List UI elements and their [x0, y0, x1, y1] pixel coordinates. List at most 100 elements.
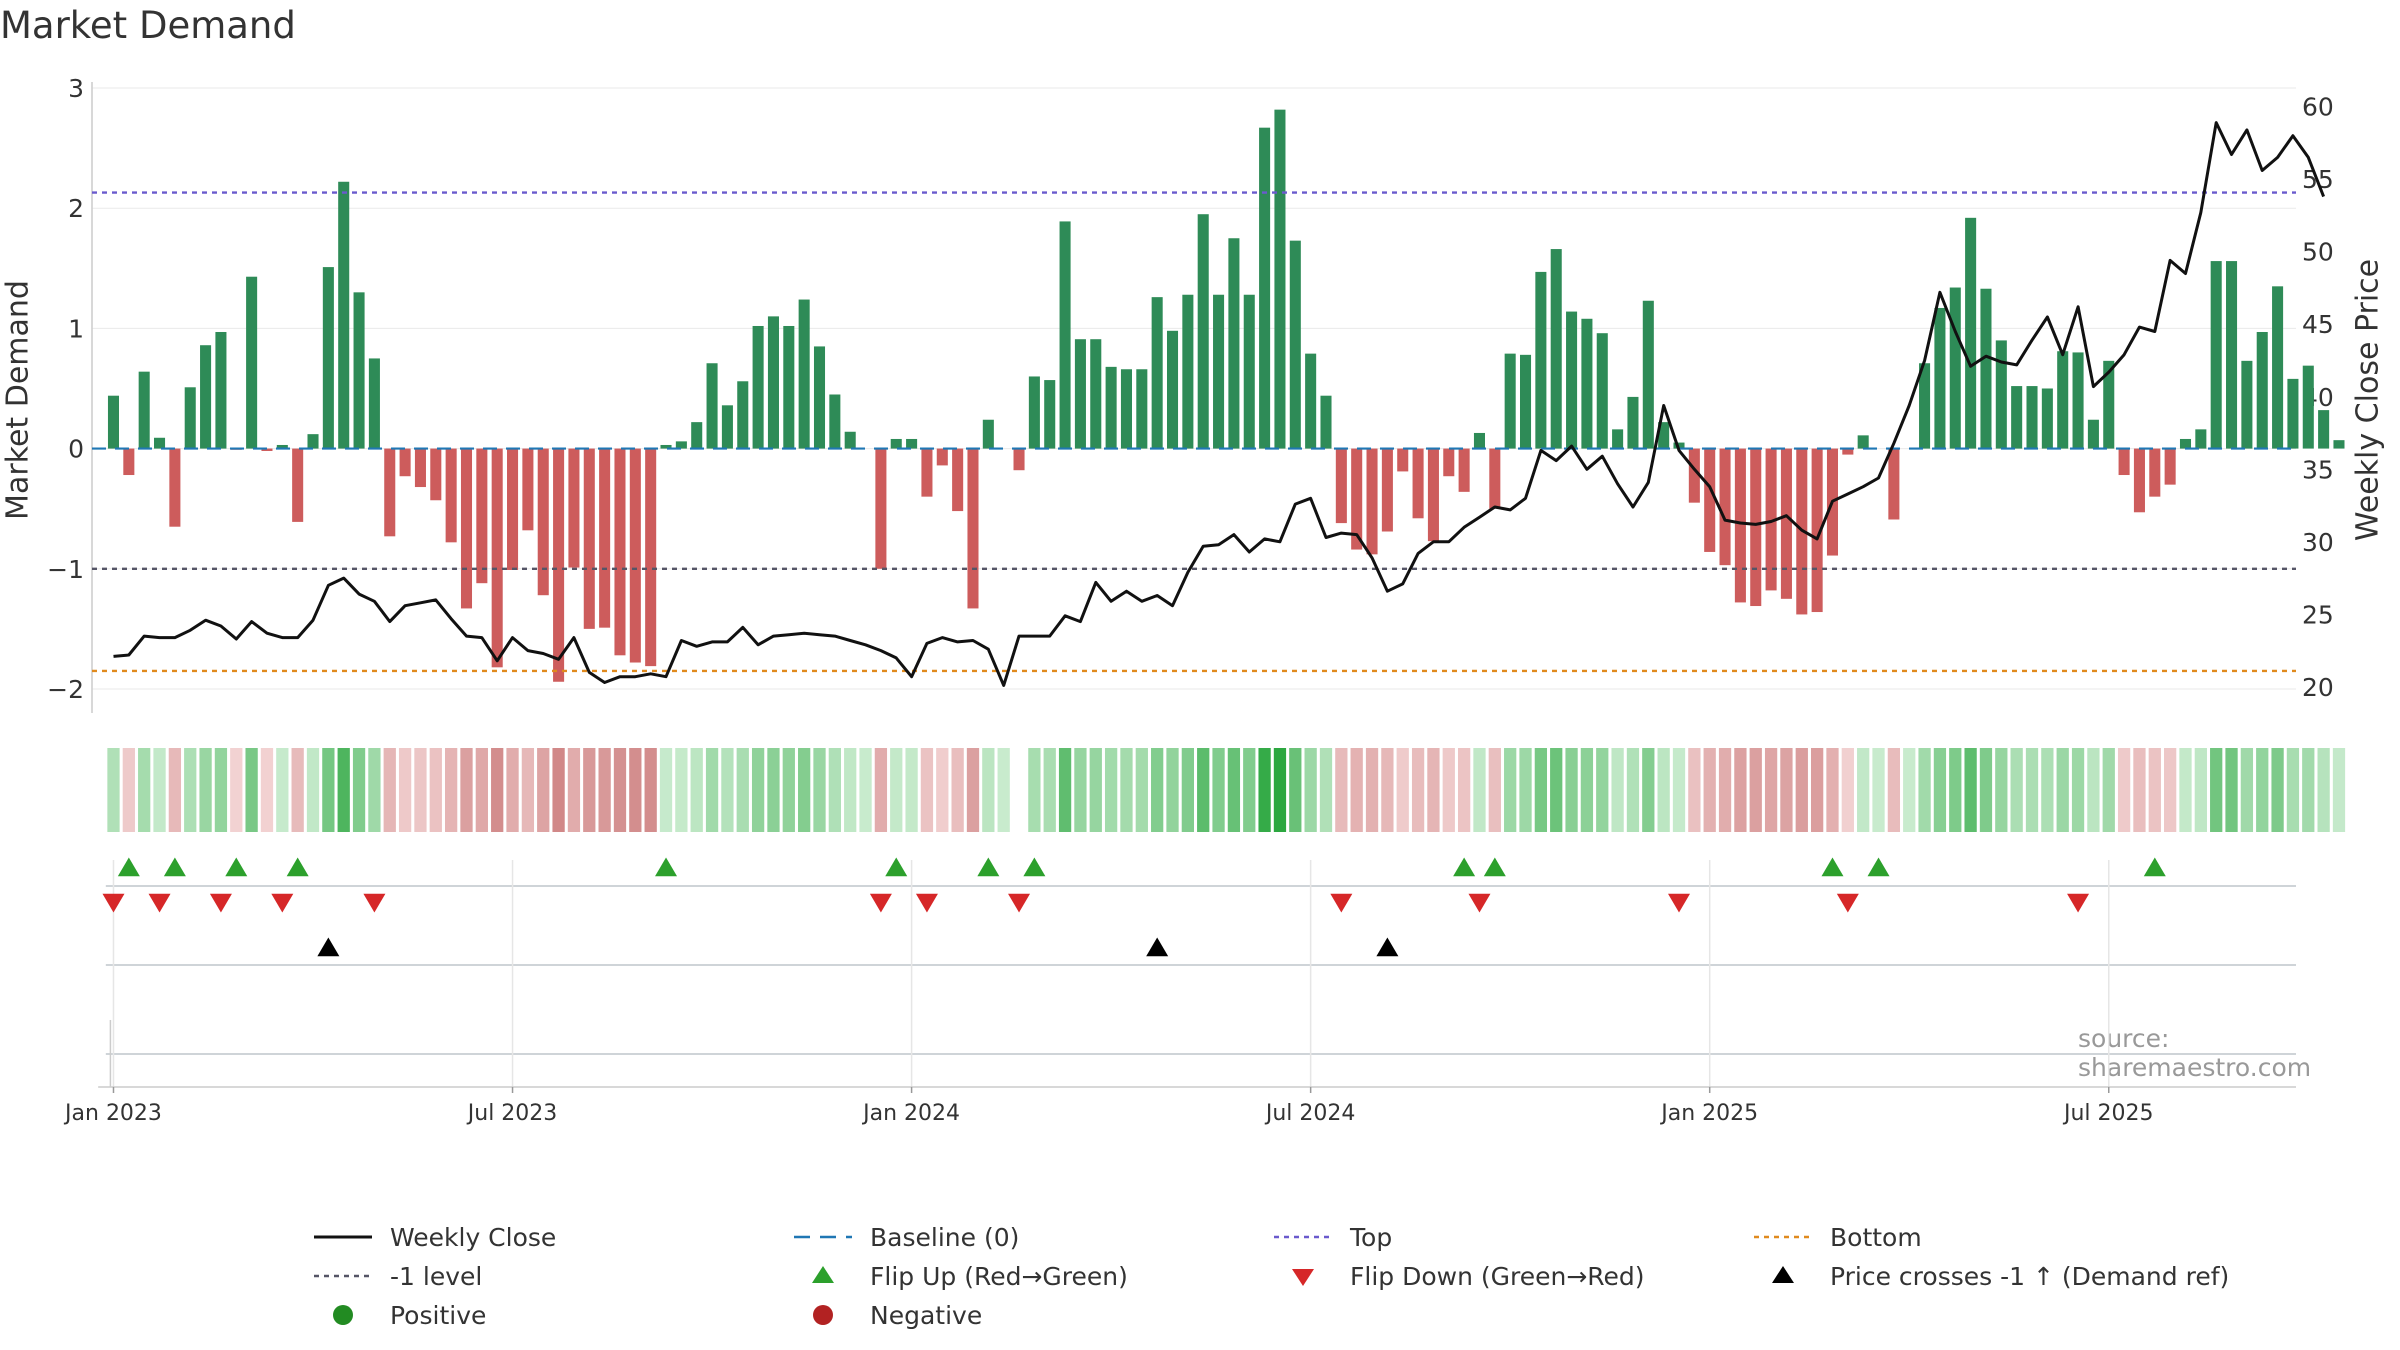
bar-negative	[2164, 448, 2176, 485]
bar-positive	[1182, 294, 1194, 449]
bar-positive	[1550, 249, 1562, 449]
bar-positive	[1274, 109, 1286, 449]
heat-strip-cell	[260, 748, 274, 832]
heat-strip-cell	[567, 748, 581, 832]
flip-down-marker	[1468, 893, 1491, 913]
bar-positive	[2302, 365, 2314, 449]
heat-strip-cell	[1841, 748, 1854, 832]
bar-positive	[2241, 360, 2253, 449]
flip-up-marker	[225, 857, 248, 877]
heat-strip-cell	[1335, 748, 1348, 832]
bar-negative	[537, 448, 549, 596]
bar-negative	[476, 448, 488, 584]
y2-tick-label: 45	[2302, 310, 2334, 339]
heat-strip-cell	[1473, 748, 1486, 832]
bar-positive	[783, 325, 795, 449]
flip-up-marker	[655, 857, 678, 877]
bar-negative	[568, 448, 580, 568]
bar-positive	[2087, 419, 2099, 449]
bar-positive	[767, 316, 779, 449]
heat-strip-cell	[2317, 748, 2330, 832]
bar-positive	[2011, 386, 2023, 449]
heat-strip-cell	[2302, 748, 2315, 832]
bar-positive	[2103, 360, 2115, 449]
heat-strip-cell	[1534, 748, 1548, 832]
bar-negative	[583, 448, 595, 629]
heat-strip-cell	[168, 748, 182, 832]
heat-strip-cell	[736, 748, 749, 832]
heat-strip-cell	[583, 748, 596, 832]
bar-positive	[1949, 287, 1961, 449]
bar-positive	[154, 437, 166, 449]
bar-positive	[691, 422, 703, 449]
heat-strip-cell	[1365, 748, 1379, 832]
heat-strip-cell	[767, 748, 780, 832]
bar-positive	[2041, 388, 2053, 449]
heat-strip-cell	[2179, 748, 2192, 832]
bar-positive	[1090, 339, 1102, 449]
bar-positive	[1213, 294, 1225, 449]
bar-positive	[2333, 440, 2345, 449]
heat-strip-cell	[2271, 748, 2284, 832]
heat-strip-cell	[1688, 748, 1701, 832]
heat-strip-cell	[1181, 748, 1194, 832]
heat-strip-cell	[1104, 748, 1118, 832]
y-tick-label: 3	[68, 74, 84, 103]
bar-negative	[1427, 448, 1439, 542]
heat-strip-cell	[2087, 748, 2100, 832]
bar-positive	[2210, 261, 2222, 449]
source-note: source: sharemaestro.com	[2078, 1024, 2312, 1082]
bar-positive	[829, 394, 841, 449]
heat-strip-cell	[2056, 748, 2069, 832]
heat-strip-cell	[2286, 748, 2300, 832]
bar-positive	[1166, 330, 1179, 449]
heat-strip-cell	[1857, 748, 1870, 832]
heat-strip-cell	[2041, 748, 2054, 832]
heat-strip-cell	[2025, 748, 2039, 832]
bar-positive	[184, 387, 196, 449]
bar-positive	[1627, 396, 1639, 449]
bar-negative	[1750, 448, 1762, 607]
bar-negative	[1780, 448, 1792, 599]
bar-negative	[507, 448, 519, 570]
bar-negative	[384, 448, 396, 537]
heat-strip-cell	[613, 748, 627, 832]
bar-negative	[1688, 448, 1700, 503]
bar-positive	[1965, 217, 1977, 449]
heat-strip-cell	[214, 748, 228, 832]
heat-strip-cell	[429, 748, 442, 832]
bar-negative	[921, 448, 933, 497]
bar-positive	[2195, 429, 2207, 449]
bar-positive	[1074, 339, 1086, 449]
heat-strip-cell	[291, 748, 304, 832]
heat-strip-cell	[859, 748, 872, 832]
flip-down-marker	[148, 893, 171, 913]
bar-negative	[1734, 448, 1746, 603]
heat-strip-cell	[1028, 748, 1041, 832]
bar-positive	[982, 419, 994, 449]
bar-negative	[2133, 448, 2145, 513]
bar-negative	[614, 448, 626, 656]
heat-strip-cell	[122, 748, 135, 832]
bar-positive	[890, 438, 902, 449]
heat-strip-cell	[1764, 748, 1778, 832]
bar-positive	[276, 444, 288, 449]
flip-down-marker	[363, 893, 386, 913]
bar-positive	[1504, 353, 1516, 449]
price-cross-marker	[317, 937, 340, 957]
x-tick-label: Jul 2024	[1264, 1101, 1356, 1126]
bar-negative	[1397, 448, 1409, 472]
heat-strip-cell	[1258, 748, 1271, 832]
heat-strip-cell	[1058, 748, 1072, 832]
y2-tick-label: 60	[2302, 93, 2334, 122]
bar-positive	[1105, 366, 1117, 449]
bar-negative	[1381, 448, 1393, 532]
heat-strip-cell	[1703, 748, 1716, 832]
flip-down-marker	[1330, 893, 1353, 913]
bar-negative	[2149, 448, 2161, 497]
flip-up-marker	[117, 857, 140, 877]
flip-down-marker	[209, 893, 232, 913]
heat-strip-cell	[2332, 748, 2346, 832]
bar-positive	[2256, 331, 2268, 449]
heat-strip-cell	[874, 748, 888, 832]
